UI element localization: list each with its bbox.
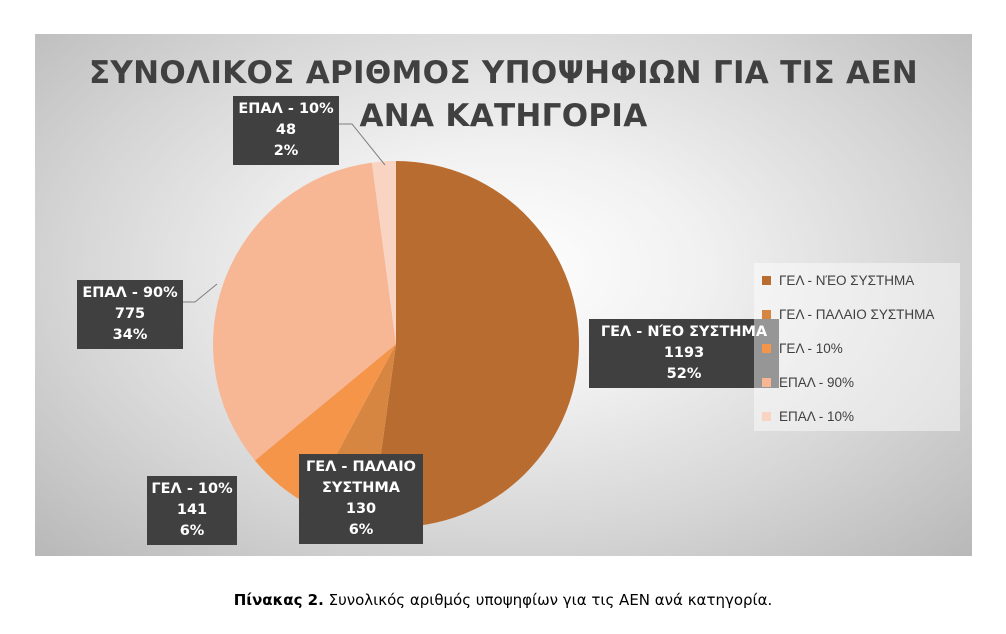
pie-slice-epal-90 <box>213 162 396 461</box>
legend-item: ΓΕΛ - ΠΑΛΑΙΟ ΣΥΣΤΗΜΑ <box>762 304 934 324</box>
legend-swatch-gel-palaio <box>762 309 771 319</box>
chart-legend: ΓΕΛ - ΝΈΟ ΣΥΣΤΗΜΑ ΓΕΛ - ΠΑΛΑΙΟ ΣΥΣΤΗΜΑ Γ… <box>754 263 960 431</box>
legend-label: ΕΠΑΛ - 10% <box>779 408 855 424</box>
caption-text: Συνολικός αριθμός υποψηφίων για τις ΑΕΝ … <box>323 591 773 609</box>
legend-label: ΓΕΛ - ΠΑΛΑΙΟ ΣΥΣΤΗΜΑ <box>779 306 935 322</box>
pie-slice-gel-10 <box>254 344 396 506</box>
data-label-gel-10: ΓΕΛ - 10% 141 6% <box>147 476 237 545</box>
caption-prefix: Πίνακας 2. <box>233 591 324 609</box>
leader-line-epal-10 <box>339 123 386 166</box>
legend-swatch-gel-10 <box>762 343 771 353</box>
chart-area: ΣΥΝΟΛΙΚΟΣ ΑΡΙΘΜΟΣ ΥΠΟΨΗΦΙΩΝ ΓΙΑ ΤΙΣ ΑΕΝ … <box>35 34 972 556</box>
legend-swatch-epal-90 <box>762 377 771 387</box>
data-label-epal-10: ΕΠΑΛ - 10% 48 2% <box>233 96 339 165</box>
data-label-gel-neo: ΓΕΛ - ΝΈΟ ΣΥΣΤΗΜΑ 1193 52% <box>589 319 779 388</box>
legend-item: ΕΠΑΛ - 10% <box>762 406 854 426</box>
figure-caption: Πίνακας 2. Συνολικός αριθμός υποψηφίων γ… <box>0 591 1006 609</box>
chart-title-line-1: ΣΥΝΟΛΙΚΟΣ ΑΡΙΘΜΟΣ ΥΠΟΨΗΦΙΩΝ ΓΙΑ ΤΙΣ ΑΕΝ <box>88 55 919 91</box>
data-label-epal-90: ΕΠΑΛ - 90% 775 34% <box>77 280 183 349</box>
legend-item: ΓΕΛ - 10% <box>762 338 843 358</box>
legend-label: ΓΕΛ - 10% <box>779 340 843 356</box>
leader-line-epal-90 <box>183 283 218 303</box>
legend-swatch-epal-10 <box>762 411 771 421</box>
legend-swatch-gel-neo <box>762 275 771 285</box>
pie-chart <box>183 123 580 527</box>
legend-item: ΕΠΑΛ - 90% <box>762 372 854 392</box>
legend-label: ΕΠΑΛ - 90% <box>779 374 855 390</box>
pie-slice-epal-10 <box>371 161 396 344</box>
legend-label: ΓΕΛ - ΝΈΟ ΣΥΣΤΗΜΑ <box>779 272 915 288</box>
pie-slice-gel-neo <box>371 161 580 527</box>
legend-item: ΓΕΛ - ΝΈΟ ΣΥΣΤΗΜΑ <box>762 270 914 290</box>
data-label-gel-palaio: ΓΕΛ - ΠΑΛΑΙΟ ΣΥΣΤΗΜΑ 130 6% <box>299 454 423 544</box>
chart-title-line-2: ΑΝΑ ΚΑΤΗΓΟΡΙΑ <box>359 98 648 134</box>
